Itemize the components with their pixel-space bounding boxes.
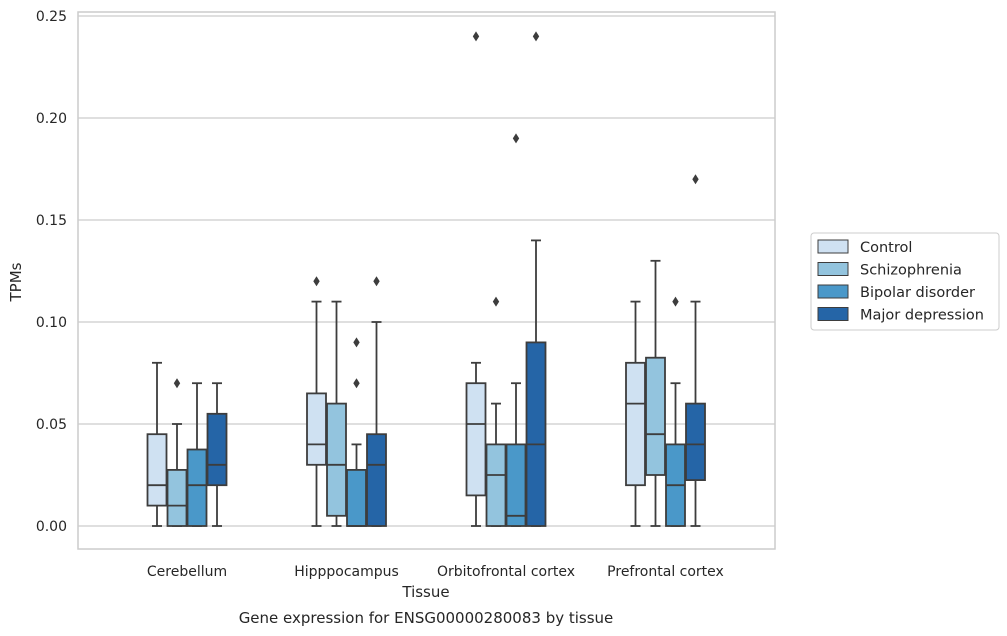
- box-iqr: [625, 361, 646, 487]
- legend-swatch: [817, 307, 849, 321]
- y-axis-title: TPMs: [7, 262, 25, 302]
- box-major-depression: [525, 31, 547, 527]
- box-control: [625, 300, 646, 527]
- box-iqr: [306, 392, 327, 466]
- outlier-point: [353, 337, 360, 348]
- box-major-depression: [685, 174, 706, 527]
- box-control: [465, 31, 487, 527]
- x-tick-label: Prefrontal cortex: [607, 564, 724, 580]
- x-tick-label: Cerebellum: [147, 564, 227, 580]
- box-control: [146, 361, 168, 527]
- outlier-point: [492, 296, 500, 307]
- outlier-point: [373, 276, 380, 287]
- legend-frame: [810, 232, 1000, 331]
- outlier-point: [672, 296, 679, 307]
- box-schizophrenia: [326, 300, 347, 527]
- box-major-depression: [366, 276, 387, 527]
- outlier-point: [532, 31, 540, 42]
- y-tick-labels: 0.00 0.05 0.10 0.15 0.20 0.25: [36, 9, 67, 535]
- box-major-depression: [206, 382, 228, 527]
- box-iqr: [525, 341, 547, 527]
- box-iqr: [166, 468, 188, 527]
- box-bipolar-disorder: [346, 337, 367, 527]
- legend: Control Schizophrenia Bipolar disorder Majo…: [810, 232, 1000, 331]
- box-iqr: [645, 356, 666, 476]
- y-tick-label: 0.00: [36, 519, 67, 535]
- y-tick-label: 0.25: [36, 9, 67, 25]
- box-bipolar-disorder: [505, 133, 527, 527]
- outlier-point: [353, 378, 360, 389]
- box-bipolar-disorder: [186, 382, 208, 527]
- plot-frame: [77, 11, 776, 550]
- legend-label: Bipolar disorder: [860, 285, 975, 301]
- y-tick-label: 0.20: [36, 111, 67, 127]
- x-axis-title: Tissue: [401, 583, 449, 601]
- outlier-point: [313, 276, 320, 287]
- box-schizophrenia: [485, 296, 507, 527]
- x-tick-labels: Cerebellum Hipppocampus Orbitofrontal cort…: [147, 564, 724, 580]
- box-schizophrenia: [645, 259, 666, 527]
- x-tick-label: Hipppocampus: [294, 564, 399, 580]
- plot-boxes: [146, 31, 706, 527]
- box-iqr: [485, 443, 507, 527]
- legend-label: Control: [860, 240, 912, 256]
- y-tick-label: 0.15: [36, 213, 67, 229]
- box-iqr: [326, 402, 347, 517]
- chart-caption: Gene expression for ENSG00000280083 by t…: [239, 609, 614, 627]
- box-iqr: [685, 402, 706, 482]
- outlier-point: [173, 378, 181, 389]
- legend-swatch: [817, 239, 849, 254]
- box-iqr: [465, 382, 487, 497]
- x-tick-label: Orbitofrontal cortex: [437, 564, 575, 580]
- box-iqr: [346, 468, 367, 527]
- y-tick-label: 0.05: [36, 417, 67, 433]
- box-control: [306, 276, 327, 527]
- box-iqr: [505, 443, 527, 527]
- legend-label: Major depression: [860, 308, 984, 324]
- box-iqr: [366, 433, 387, 527]
- outlier-point: [472, 31, 480, 42]
- box-iqr: [146, 433, 168, 507]
- box-bipolar-disorder: [665, 296, 686, 527]
- outlier-point: [692, 174, 699, 185]
- legend-swatch: [817, 262, 849, 276]
- y-tick-label: 0.10: [36, 315, 67, 331]
- legend-label: Schizophrenia: [860, 263, 962, 279]
- legend-swatch: [817, 284, 849, 299]
- box-schizophrenia: [166, 378, 188, 527]
- box-iqr: [206, 412, 228, 487]
- box-iqr: [186, 448, 208, 527]
- outlier-point: [512, 133, 520, 144]
